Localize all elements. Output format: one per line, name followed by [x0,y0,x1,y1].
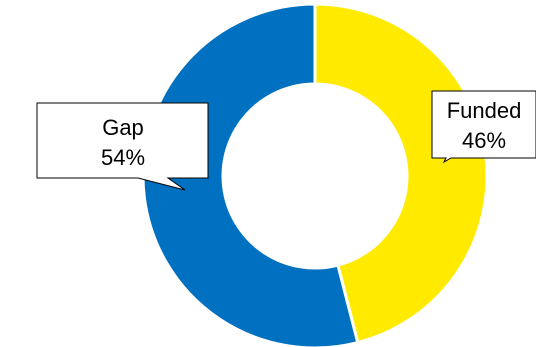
callout-gap: Gap 54% [36,102,209,191]
callout-gap-box [36,102,209,191]
callout-funded: Funded 46% [431,90,536,164]
slice-funded [313,2,489,345]
callout-funded-box [431,90,536,164]
slice-value-gap: 54% [101,145,145,170]
slice-value-funded: 46% [462,128,506,153]
slice-gap [141,2,360,347]
donut-slices [141,2,489,347]
slice-label-gap: Gap [102,115,144,140]
slice-label-funded: Funded [447,98,522,123]
